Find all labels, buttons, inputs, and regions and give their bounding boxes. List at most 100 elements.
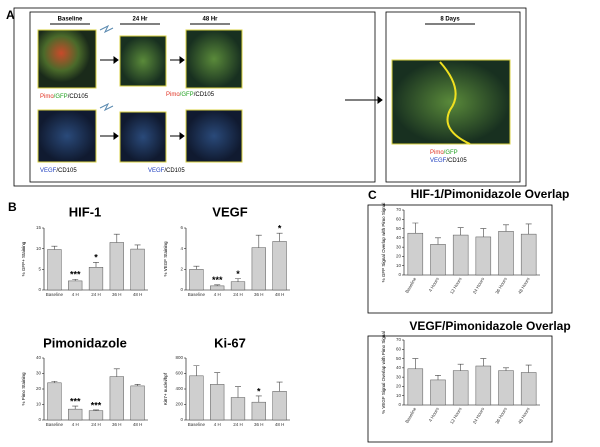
x-tick-label: 36 Hours (494, 276, 508, 295)
stain-label: Pimo/GFP/CD105 (40, 94, 89, 100)
error-bar (435, 237, 441, 245)
boundary (439, 61, 471, 145)
bar (498, 370, 514, 406)
bar (407, 368, 424, 406)
error-bar (93, 262, 99, 268)
y-tick-label: 20 (396, 254, 402, 259)
bar (272, 391, 287, 421)
bar (109, 242, 124, 291)
bar (68, 408, 83, 421)
panel-label: A (6, 8, 15, 22)
bar (88, 267, 104, 291)
y-tick-label: 40 (396, 235, 402, 240)
bar (230, 281, 246, 291)
error-bar (480, 358, 487, 366)
column-label: 48 Hr (202, 17, 218, 23)
syringe (99, 24, 114, 34)
y-tick-label: 800 (175, 355, 183, 360)
bar (498, 231, 514, 276)
y-tick-label: 60 (396, 216, 402, 221)
stain-label: VEGF/CD105 (40, 168, 77, 174)
y-axis-label: % GFP Signal Overlap with Pimo Signal (381, 203, 386, 283)
column-label: 8 Days (440, 17, 460, 23)
x-tick-label: 48 Hours (517, 276, 531, 295)
y-tick-label: 10 (396, 393, 402, 398)
bar (109, 376, 124, 421)
micrograph (119, 35, 167, 87)
y-tick-label: 6 (180, 225, 183, 230)
error-bar (525, 223, 532, 235)
bar (47, 249, 62, 291)
y-tick-label: 30 (396, 374, 402, 379)
x-tick-label: 24 H (233, 292, 243, 297)
chart-title: Pimonidazole (43, 335, 127, 350)
error-bar (457, 363, 464, 371)
y-tick-label: 200 (175, 402, 183, 407)
column-label: Baseline (58, 17, 83, 23)
bar (272, 241, 287, 291)
x-tick-label: Baseline (46, 292, 64, 297)
bar (189, 269, 204, 291)
y-tick-label: 2 (180, 267, 183, 272)
bar (452, 370, 469, 406)
significance: *** (70, 396, 81, 406)
y-tick-label: 0 (180, 417, 183, 422)
frame (367, 335, 553, 443)
chart-title: VEGF (212, 204, 247, 219)
y-tick-label: 10 (36, 246, 42, 251)
error-bar (134, 384, 141, 386)
error-bar (113, 233, 120, 243)
x-tick-label: 36 H (112, 422, 122, 427)
x-tick-label: 36 H (254, 292, 264, 297)
x-tick-label: Baseline (404, 276, 417, 294)
y-tick-label: 0 (398, 272, 401, 277)
frame (13, 7, 527, 187)
x-tick-label: 4 H (72, 292, 79, 297)
bar (520, 233, 537, 276)
panel-a: A Baseline 24 Hr 48 Hr 8 Days Pimo/GFP/C… (6, 7, 527, 187)
bar (210, 285, 225, 291)
y-tick-label: 20 (396, 384, 402, 389)
x-tick-label: 48 H (275, 422, 285, 427)
significance: * (94, 253, 98, 263)
bar (130, 248, 145, 291)
error-bar (255, 234, 262, 248)
bar (230, 397, 246, 421)
y-tick-label: 10 (396, 263, 402, 268)
y-tick-label: 4 (180, 246, 183, 251)
y-axis-label: % Pimo Staining (21, 372, 26, 406)
y-tick-label: 30 (36, 371, 42, 376)
box (29, 11, 376, 183)
y-tick-label: 40 (36, 355, 42, 360)
bar (68, 280, 83, 291)
error-bar (235, 278, 241, 282)
error-bar (113, 368, 120, 377)
x-tick-label: 24 H (233, 422, 243, 427)
bar (430, 379, 446, 406)
error-bar (193, 365, 200, 376)
x-tick-label: 24 Hours (472, 406, 486, 425)
error-bar (235, 386, 241, 398)
bar (452, 234, 469, 276)
bar (475, 365, 492, 406)
significance: *** (70, 270, 81, 280)
x-tick-label: 48 H (133, 422, 143, 427)
error-bar (134, 244, 141, 250)
x-tick-label: 48 H (133, 292, 143, 297)
stain-label: Pimo/GFP (430, 150, 458, 156)
error-bar (412, 222, 419, 234)
x-tick-label: 24 Hours (472, 276, 486, 295)
x-tick-label: 4 H (214, 422, 221, 427)
y-axis-label: Ki67+ nuclei/hpf (163, 372, 168, 405)
bar (407, 232, 424, 276)
bar (475, 236, 492, 276)
y-axis-label: % GFP+ Staining (21, 241, 26, 276)
y-tick-label: 60 (396, 346, 402, 351)
error-bar (72, 405, 79, 410)
significance: * (257, 386, 261, 396)
x-tick-label: 4 H (214, 292, 221, 297)
x-tick-label: 36 H (112, 292, 122, 297)
y-tick-label: 10 (36, 402, 42, 407)
micrograph (185, 29, 243, 89)
